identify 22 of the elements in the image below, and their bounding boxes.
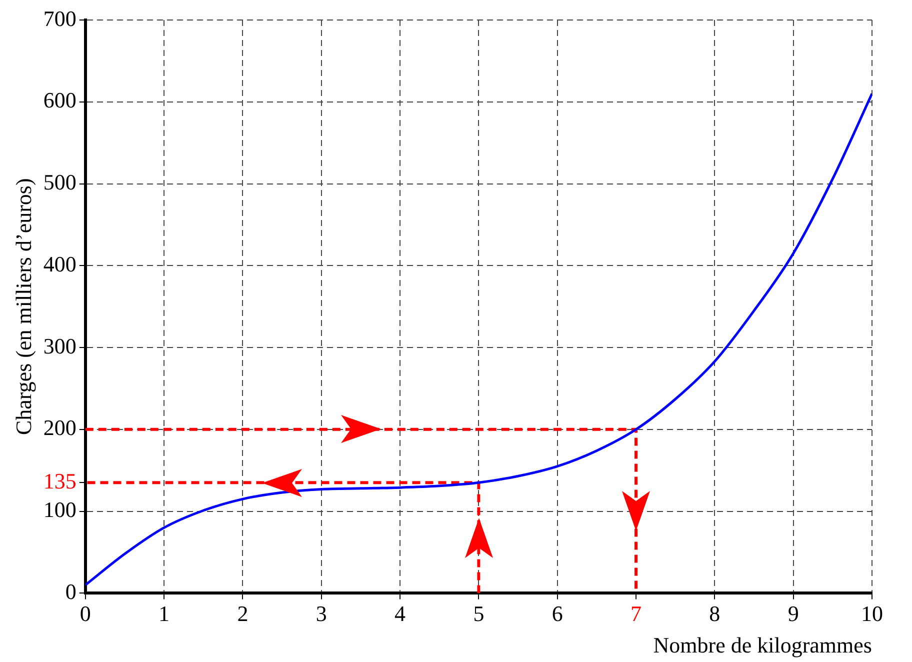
- x-tick-label: 2: [237, 601, 248, 626]
- y-tick-label: 135: [43, 468, 76, 494]
- y-tick-label: 500: [43, 170, 76, 195]
- y-axis-title: Charges (en milliers d’euros): [10, 178, 36, 436]
- x-tick-label: 6: [552, 601, 563, 626]
- x-axis-title: Nombre de kilogrammes: [653, 632, 872, 658]
- x-tick-label: 10: [861, 601, 883, 626]
- y-tick-label: 300: [43, 333, 76, 358]
- x-tick-label: 8: [709, 601, 720, 626]
- y-tick-label: 400: [43, 251, 76, 276]
- y-tick-label: 600: [43, 88, 76, 113]
- x-tick-label: 9: [788, 601, 799, 626]
- y-tick-label: 0: [65, 578, 76, 604]
- y-tick-label: 700: [43, 6, 76, 31]
- y-tick-label: 100: [43, 497, 76, 522]
- x-tick-label: 7: [630, 601, 642, 626]
- line-series: [85, 92, 872, 586]
- x-tick-label: 1: [158, 601, 170, 626]
- x-tick-label: 5: [473, 601, 484, 626]
- x-tick-label: 4: [394, 601, 406, 626]
- x-tick-label: 3: [316, 601, 327, 626]
- y-tick-label: 200: [43, 415, 76, 440]
